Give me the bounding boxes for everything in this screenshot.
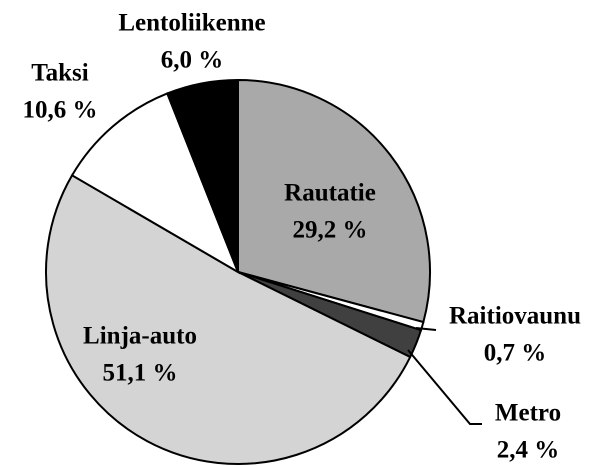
leader-line: [407, 349, 482, 425]
pie-slice: [45, 173, 412, 465]
value-label: 10,6 %: [23, 97, 98, 124]
leader-line: [415, 327, 437, 331]
value-label: 6,0 %: [161, 47, 224, 74]
pie-slice: [237, 78, 431, 324]
value-label: 29,2 %: [293, 217, 368, 244]
slice-label: Rautatie: [284, 180, 376, 207]
slice-label: Lentoliikenne: [118, 10, 265, 37]
value-label: 51,1 %: [103, 360, 178, 387]
value-label: 0,7 %: [484, 340, 547, 367]
slice-label: Raitiovaunu: [449, 303, 581, 330]
slice-label: Metro: [495, 400, 561, 427]
pie-slice: [166, 78, 239, 273]
value-label: 2,4 %: [497, 437, 560, 464]
slice-label: Linja-auto: [83, 323, 197, 350]
slice-label: Taksi: [31, 60, 89, 87]
pie-slice: [70, 92, 240, 275]
